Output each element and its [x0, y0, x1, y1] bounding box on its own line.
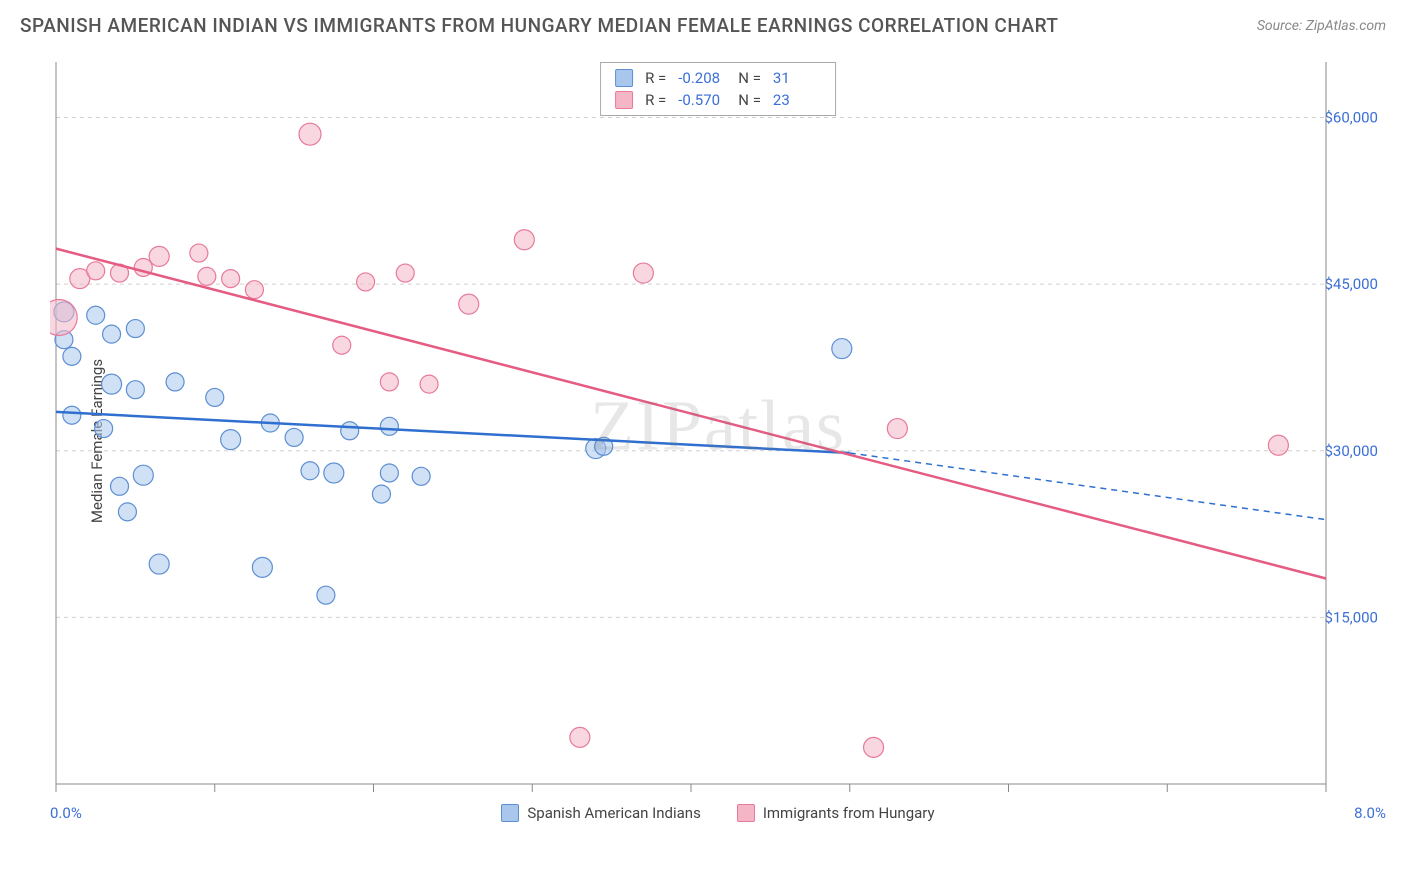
chart-header: SPANISH AMERICAN INDIAN VS IMMIGRANTS FR… [0, 0, 1406, 47]
stat-r-sai: -0.208 [678, 69, 726, 87]
correlation-row-sai: R = -0.208 N = 31 [615, 67, 821, 89]
stat-label-n: N = [738, 91, 761, 109]
chart-area: Median Female Earnings $15,000$30,000$45… [50, 56, 1386, 826]
chart-source: Source: ZipAtlas.com [1257, 18, 1386, 34]
stat-label-n: N = [738, 69, 761, 87]
svg-text:$60,000: $60,000 [1324, 109, 1378, 127]
bottom-legend: 0.0% Spanish American Indians Immigrants… [50, 804, 1386, 822]
legend-swatch-sai [615, 69, 633, 87]
legend-label-sai: Spanish American Indians [527, 804, 700, 822]
stat-label-r: R = [645, 91, 666, 109]
stat-n-hun: 23 [773, 91, 821, 109]
legend-swatch-hun-icon [737, 804, 755, 822]
chart-title: SPANISH AMERICAN INDIAN VS IMMIGRANTS FR… [20, 14, 1058, 37]
correlation-legend: R = -0.208 N = 31 R = -0.570 N = 23 [600, 62, 836, 116]
stat-n-sai: 31 [773, 69, 821, 87]
x-min-label: 0.0% [50, 804, 82, 822]
svg-text:$30,000: $30,000 [1324, 442, 1378, 460]
legend-swatch-hun [615, 91, 633, 109]
svg-text:$15,000: $15,000 [1324, 608, 1378, 626]
legend-item-sai: Spanish American Indians [501, 804, 700, 822]
stat-r-hun: -0.570 [678, 91, 726, 109]
legend-item-hun: Immigrants from Hungary [737, 804, 935, 822]
correlation-row-hun: R = -0.570 N = 23 [615, 89, 821, 111]
legend-label-hun: Immigrants from Hungary [763, 804, 935, 822]
scatter-plot: $15,000 $30,000 $45,000 $60,000 [50, 56, 1386, 826]
series-legend: Spanish American Indians Immigrants from… [501, 804, 934, 822]
svg-text:$45,000: $45,000 [1324, 275, 1378, 293]
stat-label-r: R = [645, 69, 666, 87]
legend-swatch-sai-icon [501, 804, 519, 822]
x-max-label: 8.0% [1354, 804, 1386, 822]
